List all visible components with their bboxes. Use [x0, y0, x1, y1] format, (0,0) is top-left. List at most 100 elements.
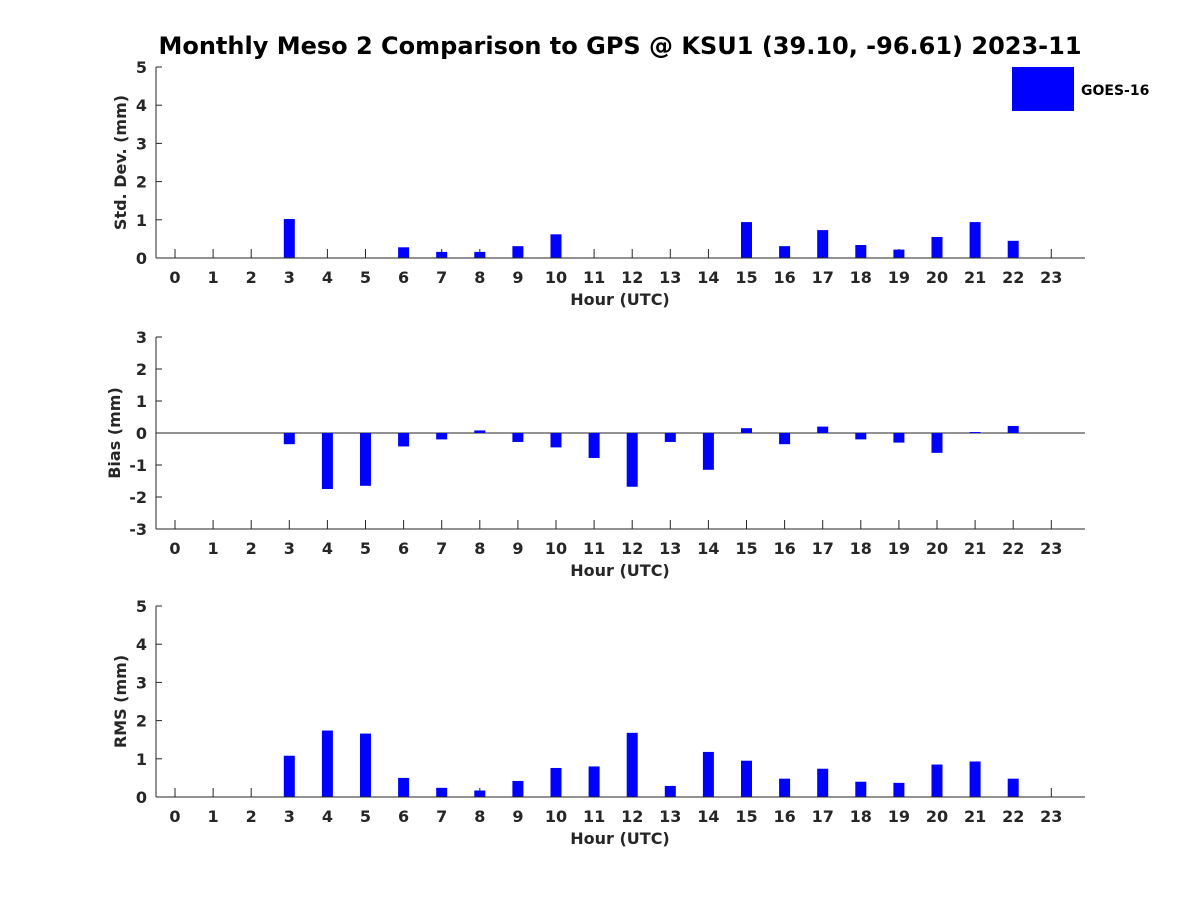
p1-x-tick-label: 18: [850, 539, 872, 558]
p2-bar-hour-17: [817, 768, 829, 797]
p1-x-tick-label: 0: [169, 539, 180, 558]
p2-y-tick-label: 1: [136, 750, 147, 769]
p0-bar-hour-22: [1007, 240, 1019, 258]
p1-x-tick-label: 19: [888, 539, 910, 558]
p1-bar-hour-10: [550, 433, 562, 448]
p1-bar-hour-11: [588, 433, 600, 458]
p2-bar-hour-8: [474, 790, 486, 797]
p2-y-tick-label: 4: [136, 635, 147, 654]
p2-x-tick-label: 21: [964, 807, 986, 826]
p0-bar-hour-21: [969, 222, 981, 258]
p0-x-tick-label: 9: [512, 268, 523, 287]
p2-bar-hour-3: [283, 755, 295, 797]
p0-x-tick-label: 3: [284, 268, 295, 287]
p0-y-tick-label: 0: [136, 249, 147, 268]
p0-x-tick-label: 12: [621, 268, 643, 287]
p1-x-tick-label: 15: [735, 539, 757, 558]
p0-bar-hour-9: [512, 246, 524, 258]
p2-x-tick-label: 3: [284, 807, 295, 826]
p1-bar-hour-13: [664, 433, 676, 442]
p2-x-tick-label: 8: [474, 807, 485, 826]
p1-bar-hour-9: [512, 433, 524, 442]
p0-y-tick-label: 2: [136, 173, 147, 192]
p1-x-tick-label: 22: [1002, 539, 1024, 558]
p0-y-tick-label: 5: [136, 58, 147, 77]
p2-y-tick-label: 3: [136, 673, 147, 692]
p1-bar-hour-15: [741, 428, 752, 433]
legend: GOES-16: [1012, 67, 1149, 111]
p1-bar-hour-12: [626, 433, 638, 487]
p2-bar-hour-15: [741, 760, 752, 797]
p0-x-tick-label: 6: [398, 268, 409, 287]
p2-bar-hour-9: [512, 780, 524, 797]
p0-y-tick-label: 3: [136, 134, 147, 153]
p0-x-tick-label: 4: [322, 268, 333, 287]
p0-bar-hour-10: [550, 234, 562, 258]
p0-y-axis-label: Std. Dev. (mm): [111, 95, 130, 230]
p2-x-tick-label: 17: [812, 807, 834, 826]
p1-bar-hour-16: [779, 433, 791, 445]
p2-x-tick-label: 2: [246, 807, 257, 826]
p0-x-tick-label: 18: [850, 268, 872, 287]
p2-bar-hour-16: [779, 778, 791, 797]
p2-x-tick-label: 23: [1040, 807, 1062, 826]
p0-x-tick-label: 11: [583, 268, 605, 287]
p1-y-axis-label: Bias (mm): [105, 387, 124, 479]
p0-bar-hour-3: [283, 219, 295, 258]
p2-bar-hour-14: [702, 751, 714, 797]
p0-bar-hour-7: [436, 251, 448, 258]
p1-x-tick-label: 3: [284, 539, 295, 558]
p2-x-tick-label: 15: [735, 807, 757, 826]
p1-bar-hour-14: [702, 433, 714, 470]
p0-x-tick-label: 17: [812, 268, 834, 287]
p1-x-tick-label: 1: [208, 539, 219, 558]
p1-x-tick-label: 11: [583, 539, 605, 558]
p2-x-tick-label: 9: [512, 807, 523, 826]
p0-y-tick-label: 4: [136, 96, 147, 115]
p2-x-tick-label: 22: [1002, 807, 1024, 826]
p1-bar-hour-21: [969, 432, 981, 434]
p2-bar-hour-4: [321, 730, 333, 797]
p2-x-tick-label: 0: [169, 807, 180, 826]
p2-bar-hour-21: [969, 761, 981, 797]
p2-x-tick-label: 10: [545, 807, 567, 826]
p2-x-tick-label: 4: [322, 807, 333, 826]
p1-bar-hour-8: [474, 430, 486, 433]
p0-bar-hour-20: [931, 236, 943, 258]
p1-y-tick-label: -2: [129, 488, 147, 507]
p0-x-tick-label: 2: [246, 268, 257, 287]
p2-x-tick-label: 6: [398, 807, 409, 826]
p0-bar-hour-18: [855, 245, 867, 258]
p1-bar-hour-6: [398, 433, 410, 447]
p1-x-tick-label: 5: [360, 539, 371, 558]
p1-x-tick-label: 13: [659, 539, 681, 558]
p2-bar-hour-19: [893, 782, 905, 797]
p2-y-axis-label: RMS (mm): [111, 655, 130, 748]
p0-x-tick-label: 0: [169, 268, 180, 287]
p1-y-tick-label: -1: [129, 456, 147, 475]
p2-x-tick-label: 11: [583, 807, 605, 826]
p1-y-tick-label: 1: [136, 392, 147, 411]
p0-x-tick-label: 10: [545, 268, 567, 287]
p1-bar-hour-19: [893, 433, 905, 443]
p1-bar-hour-5: [360, 433, 371, 486]
p2-x-tick-label: 1: [208, 807, 219, 826]
p1-x-axis-label: Hour (UTC): [570, 561, 670, 580]
p0-x-tick-label: 15: [735, 268, 757, 287]
p1-x-tick-label: 2: [246, 539, 257, 558]
p1-bar-hour-3: [283, 433, 295, 445]
p1-x-tick-label: 10: [545, 539, 567, 558]
p1-x-tick-label: 4: [322, 539, 333, 558]
p2-bar-hour-5: [360, 733, 371, 797]
p1-y-tick-label: -3: [129, 520, 147, 539]
legend-label: GOES-16: [1081, 83, 1149, 99]
p0-bar-hour-16: [779, 246, 791, 258]
p2-x-tick-label: 14: [697, 807, 719, 826]
p0-x-tick-label: 5: [360, 268, 371, 287]
p0-x-tick-label: 23: [1040, 268, 1062, 287]
p2-bar-hour-22: [1007, 778, 1019, 797]
p1-bar-hour-20: [931, 433, 943, 453]
p2-x-tick-label: 16: [773, 807, 795, 826]
